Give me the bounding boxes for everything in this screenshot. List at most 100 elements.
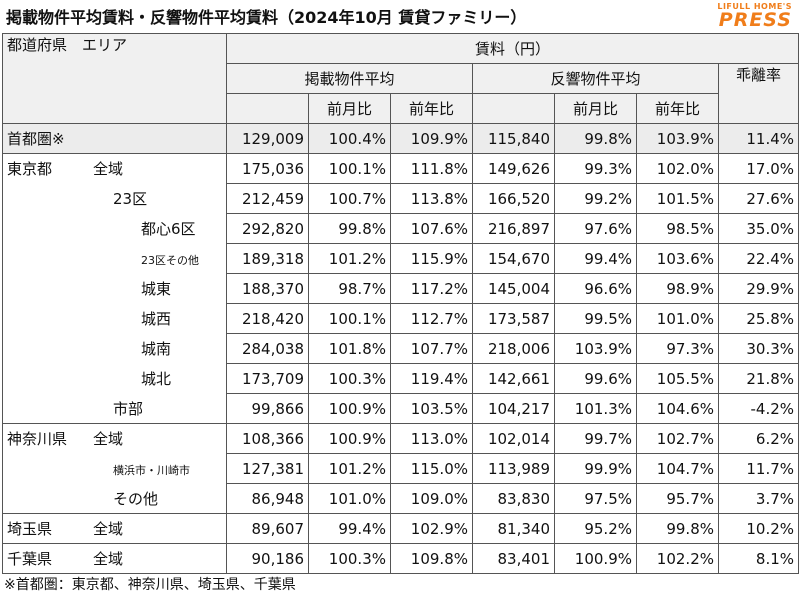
table-row: 23区 212,459 100.7% 113.8% 166,520 99.2% 101.5%… bbox=[2, 183, 800, 214]
value-cell: 112.7% bbox=[390, 303, 473, 334]
value-cell: 96.6% bbox=[554, 273, 637, 304]
footnote: ※首都圏：東京都、神奈川県、埼玉県、千葉県 bbox=[4, 577, 296, 593]
value-cell: 142,661 bbox=[472, 363, 555, 394]
value-cell: 117.2% bbox=[390, 273, 473, 304]
value-cell: 99.5% bbox=[554, 303, 637, 334]
value-cell: 284,038 bbox=[226, 333, 309, 364]
table-row: 埼玉県 全域 89,607 99.4% 102.9% 81,340 95.2% 99.8% 10… bbox=[2, 513, 800, 544]
value-cell: 100.3% bbox=[308, 543, 391, 574]
value-cell: 101.5% bbox=[636, 183, 719, 214]
value-cell: 100.9% bbox=[308, 393, 391, 424]
value-cell: 17.0% bbox=[717, 153, 800, 184]
header-rent: 賃料（円） bbox=[225, 33, 800, 64]
area-label: 市部 bbox=[113, 399, 144, 418]
value-cell: 104.7% bbox=[636, 453, 719, 484]
value-cell: 99.4% bbox=[554, 243, 637, 274]
value-cell: 98.7% bbox=[308, 273, 391, 304]
area-label: 全域 bbox=[93, 550, 124, 568]
region-cell: 市部 bbox=[2, 393, 227, 424]
brand-logo: LIFULL HOME'S PRESS bbox=[682, 2, 792, 31]
value-cell: 127,381 bbox=[226, 453, 309, 484]
value-cell: 99.8% bbox=[554, 123, 637, 154]
value-cell: 102.7% bbox=[636, 423, 719, 454]
prefecture-label: 埼玉県 bbox=[7, 520, 53, 538]
region-cell: 横浜市・川崎市 bbox=[2, 453, 227, 484]
value-cell: 173,587 bbox=[472, 303, 555, 334]
area-label: 全域 bbox=[93, 430, 124, 449]
value-cell: 99,866 bbox=[226, 393, 309, 424]
value-cell: 81,340 bbox=[472, 513, 555, 544]
value-cell: 98.9% bbox=[636, 273, 719, 304]
region-cell: 東京都 全域 bbox=[2, 153, 227, 184]
brand-logo-line1: LIFULL HOME'S bbox=[717, 2, 792, 11]
value-cell: 108,366 bbox=[226, 423, 309, 454]
table-row: 城東 188,370 98.7% 117.2% 145,004 96.6% 98.9% 29.… bbox=[2, 273, 800, 304]
value-cell: 101.2% bbox=[308, 453, 391, 484]
area-label: 全域 bbox=[93, 160, 124, 179]
table-row: 千葉県 全域 90,186 100.3% 109.8% 83,401 100.9% 102.2… bbox=[2, 543, 800, 574]
table-row: 城北 173,709 100.3% 119.4% 142,661 99.6% 105.5% 2… bbox=[2, 363, 800, 394]
value-cell: 8.1% bbox=[717, 543, 800, 574]
value-cell: 100.9% bbox=[308, 423, 391, 454]
header-response-blank bbox=[472, 93, 555, 124]
area-label: 城南 bbox=[141, 340, 172, 358]
value-cell: 99.9% bbox=[554, 453, 637, 484]
value-cell: 129,009 bbox=[226, 123, 309, 154]
region-cell: 城南 bbox=[2, 333, 227, 364]
region-cell: 神奈川県 全域 bbox=[2, 423, 227, 454]
value-cell: 99.7% bbox=[554, 423, 637, 454]
value-cell: 107.7% bbox=[390, 333, 473, 364]
value-cell: 11.7% bbox=[717, 453, 800, 484]
area-label: 都心6区 bbox=[141, 220, 196, 238]
area-label: 横浜市・川崎市 bbox=[113, 463, 190, 477]
value-cell: 103.6% bbox=[636, 243, 719, 274]
value-cell: 104,217 bbox=[472, 393, 555, 424]
area-label: 23区その他 bbox=[141, 253, 199, 267]
value-cell: 188,370 bbox=[226, 273, 309, 304]
brand-logo-line2: PRESS bbox=[718, 9, 792, 31]
table-body: 首都圏※ 129,009 100.4% 109.9% 115,840 99.8% 103.9… bbox=[2, 123, 800, 574]
value-cell: 35.0% bbox=[717, 213, 800, 244]
value-cell: 189,318 bbox=[226, 243, 309, 274]
rent-table: 都道府県 エリア 賃料（円） 掲載物件平均 反響物件平均 乖離率 前月比 前年比… bbox=[2, 33, 800, 574]
prefecture-label: 神奈川県 bbox=[7, 430, 68, 449]
value-cell: 86,948 bbox=[226, 483, 309, 514]
value-cell: 102.9% bbox=[390, 513, 473, 544]
table-row: 神奈川県 全域 108,366 100.9% 113.0% 102,014 99.7% 102… bbox=[2, 423, 800, 454]
value-cell: 103.9% bbox=[636, 123, 719, 154]
value-cell: 103.5% bbox=[390, 393, 473, 424]
value-cell: 105.5% bbox=[636, 363, 719, 394]
prefecture-label: 千葉県 bbox=[7, 550, 53, 568]
area-label: 全域 bbox=[93, 520, 124, 538]
value-cell: 100.1% bbox=[308, 303, 391, 334]
area-label: 城東 bbox=[141, 280, 172, 298]
value-cell: 115.0% bbox=[390, 453, 473, 484]
region-cell: 都心6区 bbox=[2, 213, 227, 244]
value-cell: 102,014 bbox=[472, 423, 555, 454]
header-region: 都道府県 エリア bbox=[2, 33, 227, 124]
value-cell: 100.9% bbox=[554, 543, 637, 574]
value-cell: 101.0% bbox=[636, 303, 719, 334]
value-cell: 101.8% bbox=[308, 333, 391, 364]
area-label: その他 bbox=[113, 489, 159, 508]
region-cell: 23区その他 bbox=[2, 243, 227, 274]
area-label: 城北 bbox=[141, 370, 172, 388]
value-cell: 109.9% bbox=[390, 123, 473, 154]
value-cell: 119.4% bbox=[390, 363, 473, 394]
table-row: その他 86,948 101.0% 109.0% 83,830 97.5% 95.7% 3.7… bbox=[2, 483, 800, 514]
region-cell: 首都圏※ bbox=[2, 123, 227, 154]
header-row-2: 掲載物件平均 反響物件平均 乖離率 bbox=[3, 63, 800, 124]
header-row-1: 都道府県 エリア 賃料（円） bbox=[2, 33, 800, 124]
value-cell: 111.8% bbox=[390, 153, 473, 184]
header-response-yoy: 前年比 bbox=[636, 93, 719, 124]
value-cell: 292,820 bbox=[226, 213, 309, 244]
value-cell: 22.4% bbox=[717, 243, 800, 274]
value-cell: 113.0% bbox=[390, 423, 473, 454]
value-cell: 173,709 bbox=[226, 363, 309, 394]
region-cell: 千葉県 全域 bbox=[2, 543, 227, 574]
value-cell: 83,401 bbox=[472, 543, 555, 574]
value-cell: 21.8% bbox=[717, 363, 800, 394]
value-cell: 95.2% bbox=[554, 513, 637, 544]
value-cell: 10.2% bbox=[717, 513, 800, 544]
prefecture-label: 首都圏※ bbox=[7, 130, 65, 148]
